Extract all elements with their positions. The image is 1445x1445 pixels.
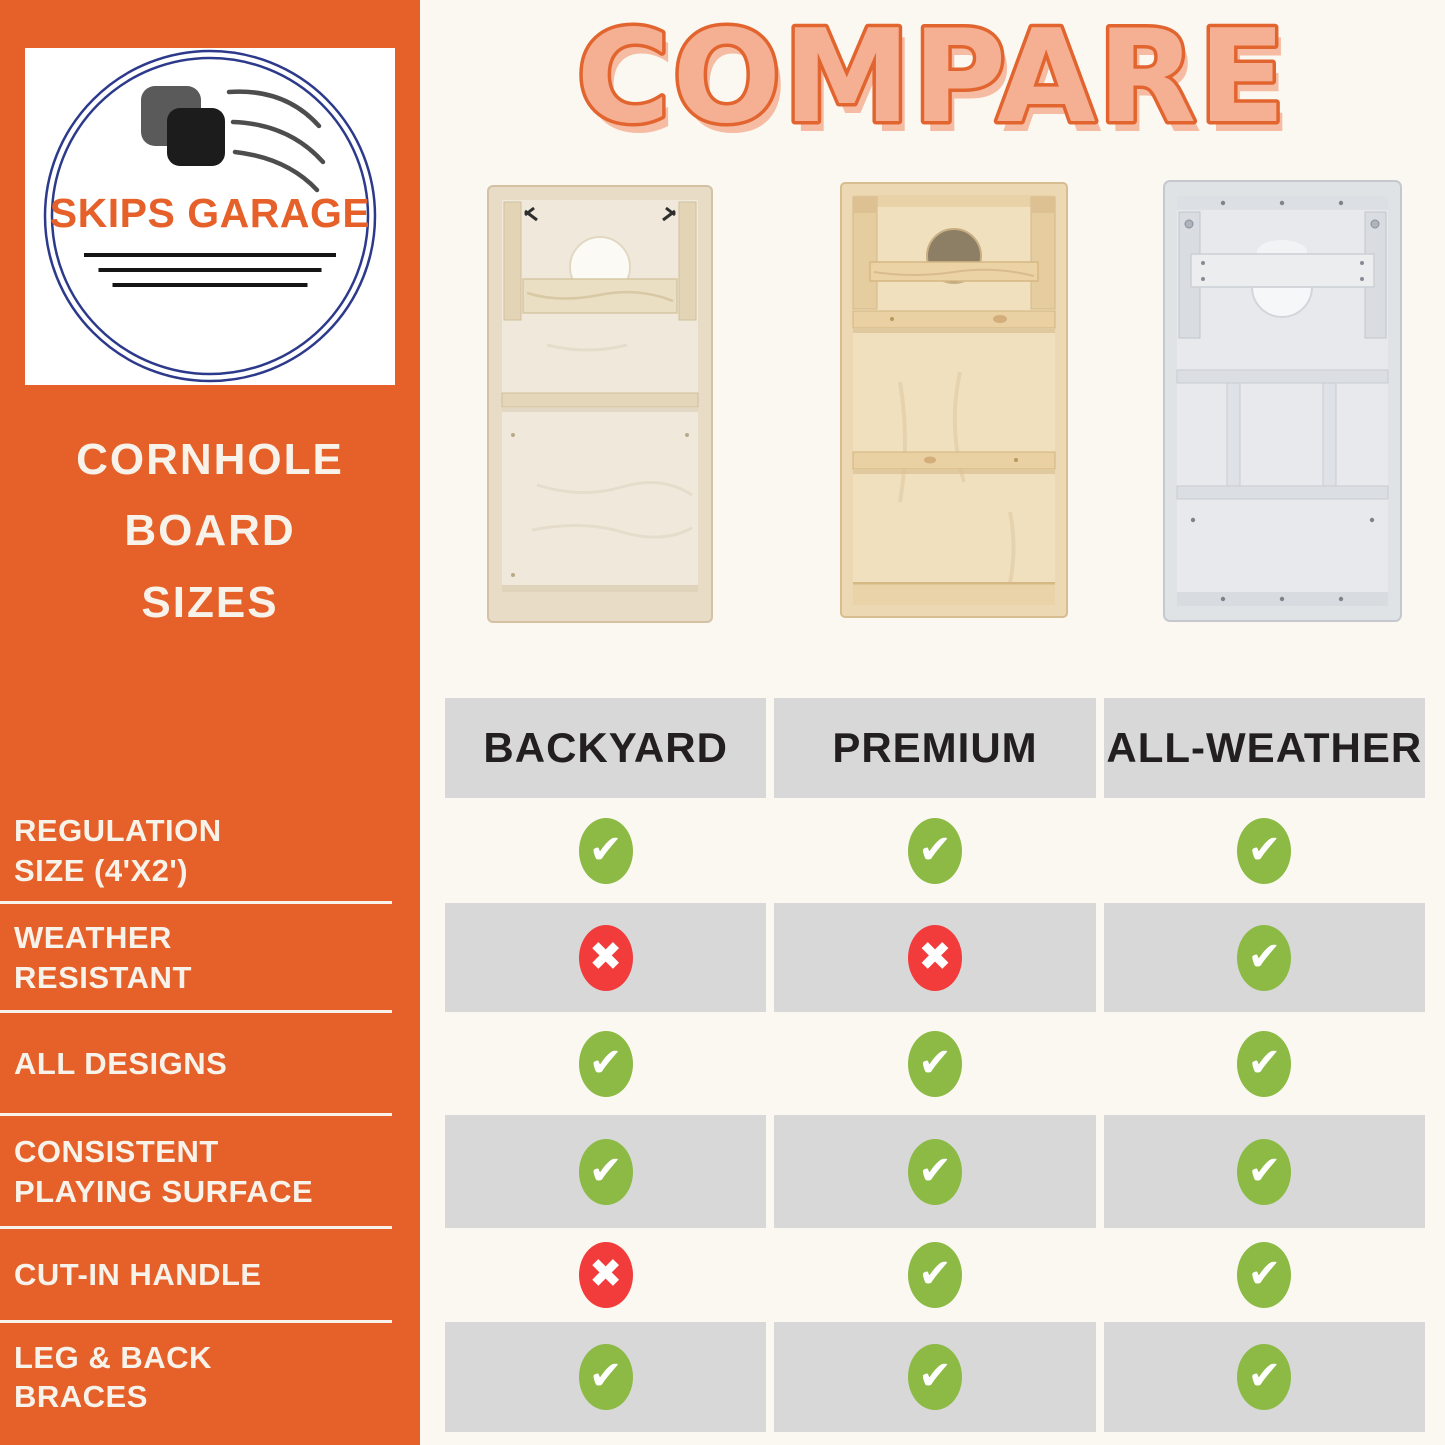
- check-icon: ✔: [907, 1242, 962, 1308]
- page-title: COMPARE COMPARE: [573, 6, 1293, 146]
- backyard-board-image: [487, 185, 713, 623]
- column-header: ALL-WEATHER: [1103, 698, 1425, 798]
- table-cell: ✔: [774, 1228, 1095, 1322]
- check-icon: ✔: [1237, 1242, 1292, 1308]
- brand-name: SKIPS GARAGE: [49, 190, 371, 236]
- column-header: BACKYARD: [445, 698, 767, 798]
- feature-row: ALL DESIGNS: [0, 1010, 420, 1115]
- cross-icon: ✖: [578, 1242, 633, 1308]
- sidebar-features: REGULATION SIZE (4'X2') WEATHER RESISTANT…: [0, 798, 420, 1432]
- table-cell: ✔: [774, 798, 1095, 903]
- comparison-panel: COMPARE COMPARE: [420, 0, 1445, 1445]
- sidebar: SKIPS GARAGE CORNHOLE BOARD SIZES REGULA…: [0, 0, 420, 1445]
- table-cell: ✖: [774, 903, 1096, 1012]
- feature-row: CONSISTENT PLAYING SURFACE: [0, 1113, 420, 1228]
- table-cell: ✔: [445, 1012, 766, 1115]
- table-cell: ✔: [445, 1322, 767, 1432]
- check-icon: ✔: [1237, 1138, 1292, 1205]
- check-icon: ✔: [578, 1344, 633, 1410]
- table-row: ✖ ✖ ✔: [445, 903, 1425, 1012]
- bean-bag-toss-icon: [141, 86, 326, 193]
- check-icon: ✔: [907, 817, 962, 884]
- check-icon: ✔: [578, 1138, 633, 1205]
- feature-row: REGULATION SIZE (4'X2'): [0, 798, 420, 903]
- table-cell: ✔: [1103, 903, 1425, 1012]
- table-cell: ✔: [1103, 1322, 1425, 1432]
- table-cell: ✔: [445, 798, 766, 903]
- column-header: PREMIUM: [774, 698, 1096, 798]
- feature-label: REGULATION SIZE (4'X2'): [14, 813, 222, 888]
- table-body: ✔ ✔ ✔ ✖ ✖ ✔ ✔ ✔ ✔ ✔ ✔ ✔ ✖ ✔ ✔ ✔ ✔ ✔: [445, 798, 1425, 1432]
- logo-inner-ring-icon: [50, 56, 370, 376]
- check-icon: ✔: [578, 1030, 633, 1097]
- comparison-table: BACKYARD PREMIUM ALL-WEATHER ✔ ✔ ✔ ✖ ✖ ✔ ✔ ✔ ✔ ✔ ✔ ✔ ✖…: [445, 698, 1425, 1432]
- table-cell: ✖: [445, 1228, 766, 1322]
- table-row: ✔ ✔ ✔: [445, 1115, 1425, 1228]
- table-row: ✔ ✔ ✔: [445, 1012, 1425, 1115]
- table-cell: ✔: [1104, 1228, 1425, 1322]
- sidebar-heading: CORNHOLE BOARD SIZES: [76, 435, 344, 627]
- logo-underline: [84, 253, 336, 257]
- logo-underline: [98, 268, 322, 272]
- table-cell: ✔: [1103, 1115, 1425, 1228]
- table-cell: ✖: [445, 903, 767, 1012]
- feature-label: WEATHER RESISTANT: [14, 920, 192, 995]
- cross-icon: ✖: [907, 924, 962, 991]
- check-icon: ✔: [907, 1138, 962, 1205]
- feature-label: CONSISTENT PLAYING SURFACE: [14, 1134, 314, 1209]
- skips-garage-logo: SKIPS GARAGE: [25, 48, 395, 385]
- all-weather-board-image: [1163, 180, 1402, 622]
- feature-row: CUT-IN HANDLE: [0, 1226, 420, 1322]
- table-cell: ✔: [1104, 1012, 1425, 1115]
- feature-row: WEATHER RESISTANT: [0, 901, 420, 1012]
- feature-label: ALL DESIGNS: [14, 1045, 228, 1081]
- logo-graphic: [43, 49, 377, 383]
- feature-label: LEG & BACK BRACES: [14, 1339, 212, 1414]
- check-icon: ✔: [1237, 817, 1292, 884]
- check-icon: ✔: [1237, 924, 1292, 991]
- cross-icon: ✖: [578, 924, 633, 991]
- table-row: ✔ ✔ ✔: [445, 1322, 1425, 1432]
- table-cell: ✔: [774, 1012, 1095, 1115]
- table-row: ✔ ✔ ✔: [445, 798, 1425, 903]
- logo-underline: [112, 283, 308, 287]
- table-cell: ✔: [1104, 798, 1425, 903]
- svg-text:COMPARE: COMPARE: [582, 13, 1293, 146]
- feature-label: CUT-IN HANDLE: [14, 1257, 262, 1293]
- table-row: ✖ ✔ ✔: [445, 1228, 1425, 1322]
- table-cell: ✔: [445, 1115, 767, 1228]
- logo-outer-ring-icon: [43, 49, 377, 383]
- table-cell: ✔: [774, 1322, 1096, 1432]
- svg-text:COMPARE: COMPARE: [576, 6, 1287, 146]
- check-icon: ✔: [907, 1344, 962, 1410]
- check-icon: ✔: [1237, 1344, 1292, 1410]
- table-cell: ✔: [774, 1115, 1096, 1228]
- table-header-row: BACKYARD PREMIUM ALL-WEATHER: [445, 698, 1425, 798]
- premium-board-image: [840, 182, 1068, 618]
- check-icon: ✔: [578, 817, 633, 884]
- feature-row: LEG & BACK BRACES: [0, 1320, 420, 1432]
- check-icon: ✔: [907, 1030, 962, 1097]
- check-icon: ✔: [1237, 1030, 1292, 1097]
